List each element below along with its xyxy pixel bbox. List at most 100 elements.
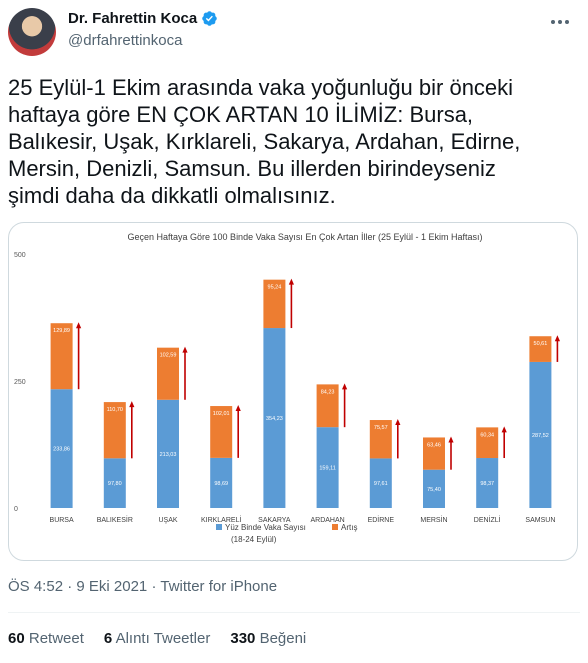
bar-increase-label: 84,23 [321, 389, 335, 395]
x-tick-label: UŞAK [158, 517, 177, 524]
x-tick-label: SAMSUN [525, 517, 555, 524]
author-display-name[interactable]: Dr. Fahrettin Koca [68, 10, 198, 27]
x-tick-label: KIRKLARELİ [201, 515, 242, 524]
increase-arrow-head [342, 383, 348, 390]
bar-base [157, 399, 179, 508]
bar-increase [263, 279, 286, 329]
chart-title: Geçen Haftaya Göre 100 Binde Vaka Sayısı… [128, 232, 483, 242]
x-tick-label: BALIKESİR [97, 515, 133, 524]
author-name-row[interactable]: Dr. Fahrettin Koca [68, 10, 218, 27]
x-tick-label: SAKARYA [258, 517, 291, 524]
increase-arrow-head [501, 426, 507, 433]
meta-separator: · [151, 578, 157, 595]
likes-stat[interactable]: 330 Beğeni [230, 630, 306, 647]
y-tick-label: 250 [14, 379, 26, 386]
quotes-stat[interactable]: 6 Alıntı Tweetler [104, 630, 210, 647]
divider [8, 612, 580, 613]
x-tick-label: ARDAHAN [310, 517, 344, 524]
bar-increase [529, 336, 552, 362]
x-tick-label: DENİZLİ [474, 515, 501, 524]
tweet-meta: ÖS 4:52 · 9 Eki 2021 · Twitter for iPhon… [8, 578, 277, 595]
legend-label-increase: Artış [341, 523, 357, 532]
likes-count: 330 [230, 630, 256, 647]
bar-increase-label: 60,34 [480, 432, 494, 438]
legend-label-base-line2: (18-24 Eylül) [231, 535, 277, 544]
increase-arrow-head [129, 401, 135, 408]
increase-arrow-head [395, 419, 401, 426]
bar-base [103, 458, 126, 508]
bar-increase-label: 110,70 [107, 407, 123, 413]
x-tick-label: BURSA [50, 517, 74, 524]
bar-base-label: 233,86 [53, 447, 70, 453]
author-handle[interactable]: @drfahrettinkoca [68, 32, 183, 49]
bar-base-label: 98,69 [214, 481, 228, 487]
retweets-count: 60 [8, 630, 25, 647]
legend-swatch-increase [332, 524, 338, 530]
bar-chart: Geçen Haftaya Göre 100 Binde Vaka Sayısı… [14, 232, 560, 544]
meta-separator: · [67, 578, 73, 595]
x-tick-label: EDİRNE [368, 515, 395, 524]
bar-increase-label: 75,57 [374, 425, 388, 431]
bar-increase-label: 102,01 [213, 411, 230, 417]
tweet-stats: 60 Retweet 6 Alıntı Tweetler 330 Beğeni [8, 630, 306, 647]
bar-base [210, 457, 233, 508]
chart-legend: Yüz Binde Vaka Sayısı (18-24 Eylül) Artı… [216, 523, 357, 544]
likes-label: Beğeni [259, 630, 307, 647]
bar-base [263, 328, 286, 508]
tweet-source[interactable]: Twitter for iPhone [160, 578, 278, 595]
increase-arrow-head [76, 322, 82, 329]
y-axis-ticks: 500 250 0 [14, 252, 26, 513]
increase-arrow-head [235, 405, 241, 412]
avatar[interactable] [8, 8, 56, 56]
bar-increase [103, 402, 126, 459]
bar-increase [157, 347, 179, 400]
bar-increase [369, 420, 392, 459]
tweet-media-chart[interactable]: Geçen Haftaya Göre 100 Binde Vaka Sayısı… [8, 222, 578, 561]
bar-base [369, 458, 392, 508]
tweet-header: Dr. Fahrettin Koca @drfahrettinkoca [0, 0, 588, 66]
bar-increase-label: 95,24 [268, 285, 282, 291]
bar-base-label: 354,23 [266, 416, 283, 422]
bar-increase-label: 50,61 [534, 341, 548, 347]
tweet-time[interactable]: ÖS 4:52 [8, 578, 64, 595]
bar-increase [476, 427, 499, 459]
bar-base-label: 97,80 [108, 481, 122, 487]
bar-base-label: 287,52 [532, 433, 549, 439]
more-options-icon[interactable] [548, 10, 572, 34]
legend-label-base: Yüz Binde Vaka Sayısı [225, 523, 306, 532]
y-tick-label: 0 [14, 506, 18, 513]
x-tick-label: MERSİN [420, 515, 447, 524]
x-axis-labels: BURSA BALIKESİR UŞAK KIRKLARELİ SAKARYA ARDAH… [50, 515, 556, 524]
quotes-count: 6 [103, 630, 113, 647]
bar-base [529, 361, 552, 508]
tweet-date[interactable]: 9 Eki 2021 [76, 578, 148, 595]
tweet-text: 25 Eylül-1 Ekim arasında vaka yoğunluğu … [8, 75, 521, 208]
bars: 233,86 129,89 97,80 110,70 213,03 102,59 98,69… [50, 278, 560, 508]
bar-base-label: 97,61 [374, 481, 388, 487]
increase-arrow-head [288, 278, 294, 285]
y-tick-label: 500 [14, 252, 26, 259]
bar-increase-label: 102,59 [160, 353, 177, 359]
bar-base [423, 469, 445, 508]
retweets-stat[interactable]: 60 Retweet [8, 630, 84, 647]
bar-base-label: 75,40 [427, 487, 441, 493]
bar-base [316, 427, 339, 508]
bar-base-label: 213,03 [160, 452, 177, 458]
increase-arrow-head [448, 436, 454, 443]
bar-base [50, 389, 73, 508]
bar-increase [210, 406, 233, 458]
retweets-label: Retweet [28, 630, 84, 647]
increase-arrow-head [554, 335, 560, 342]
bar-base [476, 458, 499, 508]
quotes-label: Alıntı Tweetler [115, 630, 211, 647]
bar-base-label: 98,37 [480, 481, 494, 487]
bar-increase [316, 384, 339, 428]
bar-base-label: 159,11 [319, 466, 335, 472]
bar-increase [423, 437, 445, 470]
bar-increase-label: 129,89 [53, 328, 70, 334]
bar-increase [50, 323, 73, 390]
legend-swatch-base [216, 524, 222, 530]
verified-badge-icon [202, 11, 217, 26]
bar-increase-label: 63,46 [427, 442, 441, 448]
increase-arrow-head [182, 346, 188, 353]
